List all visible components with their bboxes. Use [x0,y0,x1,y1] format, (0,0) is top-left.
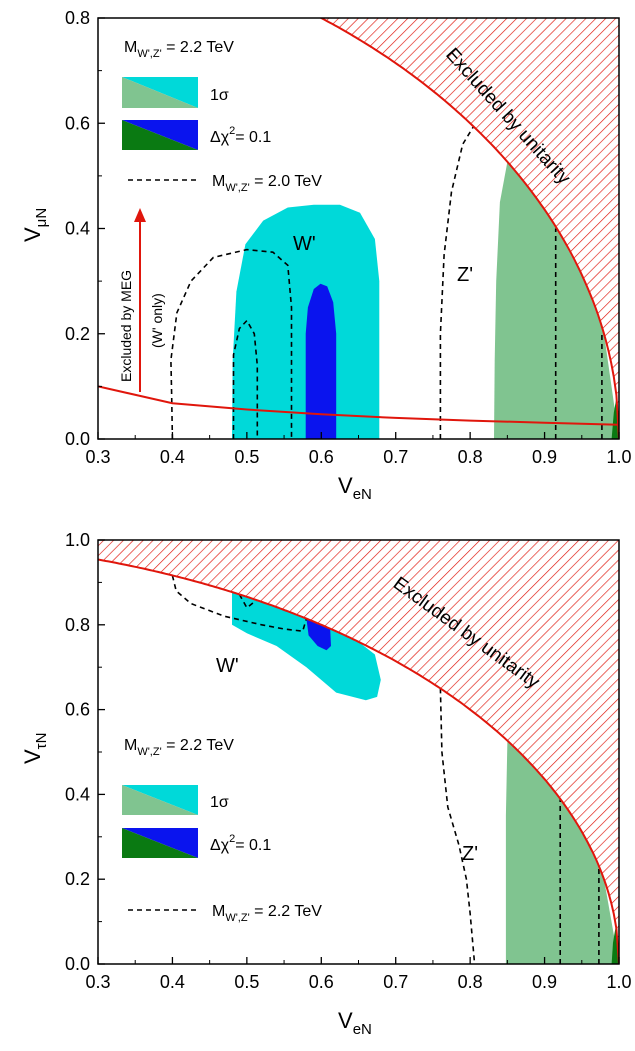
top-legend-one-sigma-label: 1σ [210,87,229,104]
top-y-tick-label: 0.2 [65,324,90,344]
bot-y-tick-label: 0.6 [65,700,90,720]
bottom-legend: MW',Z' = 2.2 TeV 1σ Δχ2= 0.1 MW',Z' = 2.… [122,737,322,924]
top-w-label: W' [293,233,316,255]
bottom-dashed-contours [171,575,600,964]
top-legend-delta-swatch-z [122,120,198,150]
bottom-panel: W' Z' Excluded by unitarity MW',Z' = 2.2… [20,530,632,1038]
bottom-legend-dashed-label: MW',Z' = 2.2 TeV [212,903,322,924]
top-x-tick-label: 0.9 [532,447,557,467]
bot-dashed-contour-6 [439,688,476,964]
top-axis-ticks: 0.3 0.4 0.5 0.6 0.7 0.8 0.9 1.0 0.0 0.2 0.4 0.6 0.8 [65,8,632,467]
bottom-legend-delta-swatch-z [122,828,198,858]
bottom-legend-one-sigma-swatch-z [122,785,198,815]
bot-y-tick-label: 1.0 [65,530,90,550]
top-x-axis-label: VeN [338,473,372,503]
top-x-tick-label: 0.6 [309,447,334,467]
bottom-z-label: Z' [462,843,478,865]
top-y-axis-label: VμN [20,208,50,242]
top-x-tick-label: 0.4 [160,447,185,467]
top-unitarity-boundary-line [319,18,619,439]
top-w-one-sigma-region [232,204,380,439]
bottom-x-axis-label: VeN [338,1008,372,1038]
bottom-axis-ticks: 0.3 0.4 0.5 0.6 0.7 0.8 0.9 1.0 0.0 0.2 0.4 0.6 0.8 1… [65,530,632,992]
bot-x-tick-label: 0.9 [532,972,557,992]
bottom-legend-one-sigma-label: 1σ [210,794,229,811]
top-legend-dashed-label: MW',Z' = 2.0 TeV [212,173,322,194]
bottom-z-one-sigma-region [505,740,619,964]
top-x-tick-label: 0.3 [85,447,110,467]
bottom-z-delta-chi2-region [611,925,619,964]
bottom-unitarity-excluded-region [98,540,619,964]
bot-x-tick-label: 0.8 [458,972,483,992]
top-x-tick-label: 0.7 [383,447,408,467]
bottom-w-one-sigma-region [232,592,381,701]
top-dashed-contours [170,125,603,439]
bottom-legend-delta-label: Δχ2= 0.1 [210,833,271,854]
top-panel: Excluded by MEG (W' only) W' Z' Excluded… [20,8,632,503]
bot-dashed-contour-4 [171,575,308,633]
top-y-tick-label: 0.4 [65,219,90,239]
bot-x-tick-label: 0.7 [383,972,408,992]
top-x-tick-label: 1.0 [606,447,631,467]
bot-x-tick-label: 0.4 [160,972,185,992]
top-dashed-contour-6 [439,125,475,439]
meg-excluded-label: Excluded by MEG [118,270,134,382]
bot-x-tick-label: 0.5 [234,972,259,992]
bottom-legend-mass: MW',Z' = 2.2 TeV [124,737,234,758]
bottom-unitarity-boundary-line [98,558,619,964]
meg-w-only-label: (W' only) [149,293,165,348]
top-legend-one-sigma-swatch-z [122,77,198,108]
bot-x-tick-label: 1.0 [606,972,631,992]
top-y-tick-label: 0.6 [65,113,90,133]
bot-y-tick-label: 0.4 [65,784,90,804]
bot-y-tick-label: 0.2 [65,869,90,889]
bot-y-tick-label: 0.0 [65,954,90,974]
top-x-tick-label: 0.5 [234,447,259,467]
top-legend-delta-label: Δχ2= 0.1 [210,125,271,146]
bot-y-tick-label: 0.8 [65,615,90,635]
bottom-y-axis-label: VτN [20,733,50,764]
meg-arrow-head [134,208,146,222]
top-y-tick-label: 0.8 [65,8,90,28]
top-legend: MW',Z' = 2.2 TeV 1σ Δχ2= 0.1 MW',Z' = 2.… [122,39,322,194]
top-z-label: Z' [457,264,473,286]
bot-x-tick-label: 0.6 [309,972,334,992]
top-dashed-contour-5 [232,319,259,439]
top-x-tick-label: 0.8 [458,447,483,467]
top-w-delta-chi2-region [305,283,337,439]
top-legend-mass: MW',Z' = 2.2 TeV [124,39,234,60]
top-unitarity-excluded-region [98,18,619,439]
top-y-tick-label: 0.0 [65,429,90,449]
top-dashed-contour-4 [170,248,293,439]
bot-x-tick-label: 0.3 [85,972,110,992]
top-meg-bound-line [98,385,619,426]
bottom-w-label: W' [216,655,239,677]
